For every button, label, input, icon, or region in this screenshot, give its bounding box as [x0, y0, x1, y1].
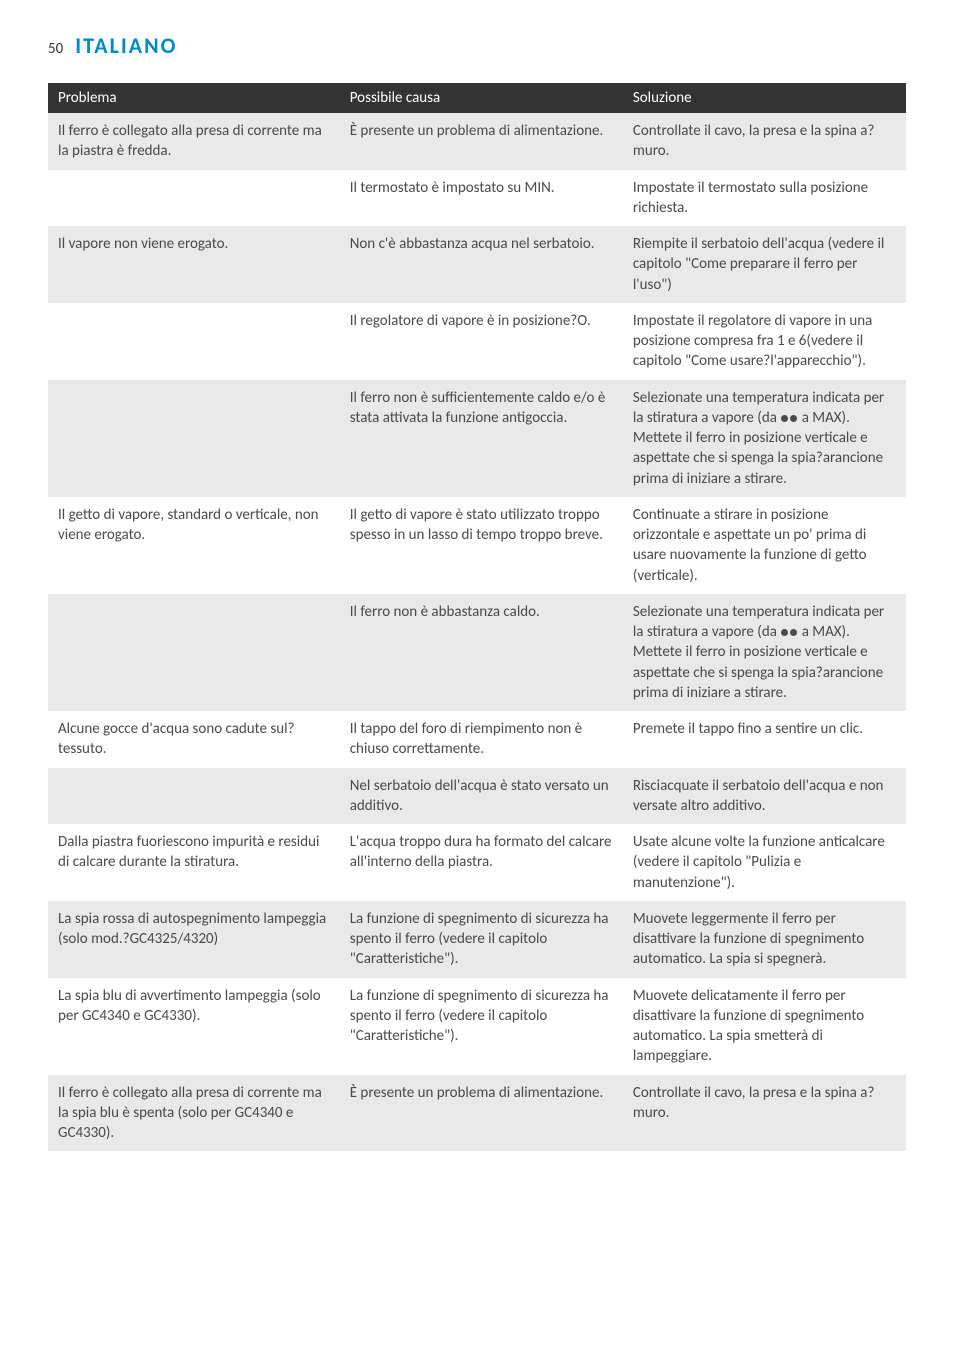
table-row: Il termostato è impostato su MIN.Imposta… — [48, 170, 906, 227]
table-cell: Il ferro è collegato alla presa di corre… — [48, 1075, 340, 1152]
table-row: Alcune gocce d'acqua sono cadute sul?tes… — [48, 711, 906, 768]
page-header: 50 ITALIANO — [48, 32, 906, 59]
table-row: La spia blu di avvertimento lampeggia (s… — [48, 978, 906, 1075]
dot-icon — [790, 415, 797, 422]
table-cell — [48, 594, 340, 711]
table-cell: Continuate a stirare in posizione orizzo… — [623, 497, 906, 594]
table-row: Il getto di vapore, standard o verticale… — [48, 497, 906, 594]
table-row: Il vapore non viene erogato.Non c'è abba… — [48, 226, 906, 303]
table-cell: Il ferro non è sufficientemente caldo e/… — [340, 380, 623, 497]
table-cell: È presente un problema di alimentazione. — [340, 113, 623, 170]
table-row: Il ferro non è abbastanza caldo.Selezion… — [48, 594, 906, 711]
table-cell: Muovete leggermente il ferro per disatti… — [623, 901, 906, 978]
table-cell: L'acqua troppo dura ha formato del calca… — [340, 824, 623, 901]
table-cell: Il tappo del foro di riempimento non è c… — [340, 711, 623, 768]
table-cell: Muovete delicatamente il ferro per disat… — [623, 978, 906, 1075]
table-cell: Impostate il termostato sulla posizione … — [623, 170, 906, 227]
table-cell — [48, 170, 340, 227]
table-cell: Usate alcune volte la funzione anticalca… — [623, 824, 906, 901]
col-header-causa: Possibile causa — [340, 83, 623, 113]
table-cell: Selezionate una temperatura indicata per… — [623, 380, 906, 497]
dot-icon — [781, 629, 788, 636]
table-row: Il ferro è collegato alla presa di corre… — [48, 1075, 906, 1152]
table-cell: La funzione di spegnimento di sicurezza … — [340, 901, 623, 978]
table-row: Il regolatore di vapore è in posizione?O… — [48, 303, 906, 380]
table-row: Dalla piastra fuoriescono impurità e res… — [48, 824, 906, 901]
table-cell — [48, 380, 340, 497]
col-header-soluzione: Soluzione — [623, 83, 906, 113]
table-cell: Riempite il serbatoio dell'acqua (vedere… — [623, 226, 906, 303]
table-cell: Il vapore non viene erogato. — [48, 226, 340, 303]
table-cell: Il getto di vapore, standard o verticale… — [48, 497, 340, 594]
table-cell: Controllate il cavo, la presa e la spina… — [623, 113, 906, 170]
page-number: 50 — [48, 40, 63, 58]
dot-icon — [781, 415, 788, 422]
table-cell: La funzione di spegnimento di sicurezza … — [340, 978, 623, 1075]
table-cell: La spia blu di avvertimento lampeggia (s… — [48, 978, 340, 1075]
table-cell: Il termostato è impostato su MIN. — [340, 170, 623, 227]
dot-icon — [790, 629, 797, 636]
table-cell: Alcune gocce d'acqua sono cadute sul?tes… — [48, 711, 340, 768]
table-cell — [48, 768, 340, 825]
table-cell: Dalla piastra fuoriescono impurità e res… — [48, 824, 340, 901]
table-cell: Non c'è abbastanza acqua nel serbatoio. — [340, 226, 623, 303]
table-cell: Controllate il cavo, la presa e la spina… — [623, 1075, 906, 1152]
table-row: Nel serbatoio dell'acqua è stato versato… — [48, 768, 906, 825]
table-cell: Impostate il regolatore di vapore in una… — [623, 303, 906, 380]
table-cell: È presente un problema di alimentazione. — [340, 1075, 623, 1152]
table-cell — [48, 303, 340, 380]
table-row: Il ferro è collegato alla presa di corre… — [48, 113, 906, 170]
col-header-problema: Problema — [48, 83, 340, 113]
table-cell: Selezionate una temperatura indicata per… — [623, 594, 906, 711]
table-body: Il ferro è collegato alla presa di corre… — [48, 113, 906, 1151]
table-cell: Nel serbatoio dell'acqua è stato versato… — [340, 768, 623, 825]
table-cell: Il regolatore di vapore è in posizione?O… — [340, 303, 623, 380]
language-title: ITALIANO — [75, 32, 177, 59]
table-cell: La spia rossa di autospegnimento lampegg… — [48, 901, 340, 978]
table-cell: Premete il tappo fino a sentire un clic. — [623, 711, 906, 768]
table-cell: Risciacquate il serbatoio dell'acqua e n… — [623, 768, 906, 825]
troubleshooting-table: Problema Possibile causa Soluzione Il fe… — [48, 83, 906, 1151]
table-cell: Il ferro non è abbastanza caldo. — [340, 594, 623, 711]
table-cell: Il getto di vapore è stato utilizzato tr… — [340, 497, 623, 594]
table-cell: Il ferro è collegato alla presa di corre… — [48, 113, 340, 170]
table-row: La spia rossa di autospegnimento lampegg… — [48, 901, 906, 978]
table-row: Il ferro non è sufficientemente caldo e/… — [48, 380, 906, 497]
table-header: Problema Possibile causa Soluzione — [48, 83, 906, 113]
